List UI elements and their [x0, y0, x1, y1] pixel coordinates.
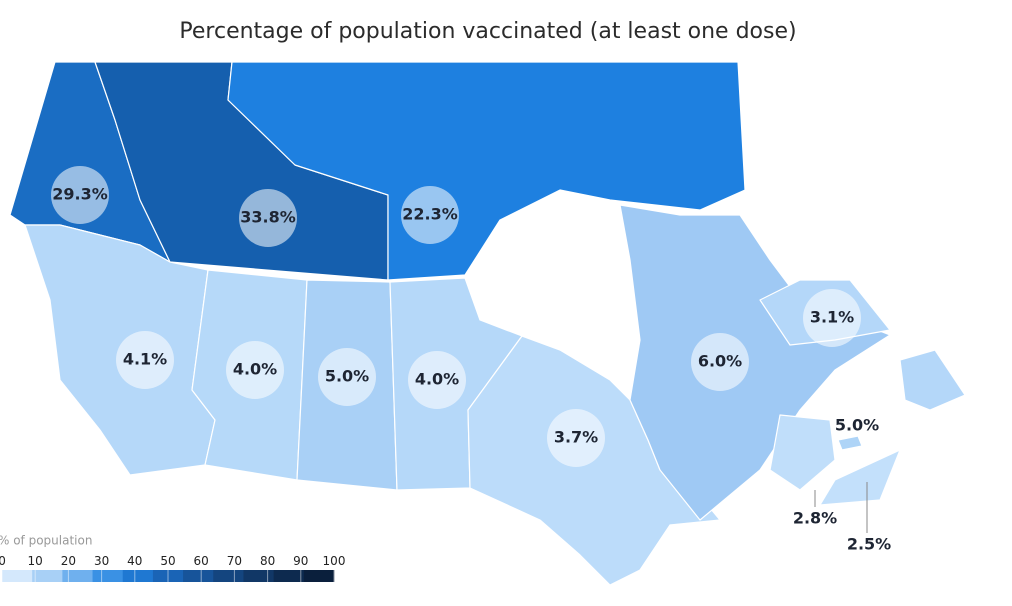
region: 29.3%	[9, 61, 171, 263]
region-shape	[769, 414, 836, 491]
region: 2.5%	[819, 449, 901, 554]
label-bubble	[239, 189, 297, 247]
region: 5.0%	[835, 416, 879, 451]
legend-swatch	[32, 570, 63, 582]
label-bubble	[116, 331, 174, 389]
region: 4.0%	[191, 269, 308, 481]
label-bubble	[408, 351, 466, 409]
legend-swatch	[92, 570, 124, 582]
value-label: 22.3%	[402, 205, 458, 224]
region: 5.0%	[296, 279, 398, 491]
region: 33.8%	[94, 61, 389, 281]
value-label: 4.0%	[233, 360, 277, 379]
label-bubble	[318, 348, 376, 406]
region-shape	[227, 61, 746, 281]
region-shape	[819, 449, 901, 506]
region-shape	[837, 435, 863, 451]
value-label: 2.5%	[847, 535, 891, 554]
region: 3.7%	[467, 335, 721, 586]
value-label: 4.1%	[123, 350, 167, 369]
value-label: 33.8%	[240, 208, 296, 227]
legend-tick-label: 40	[127, 554, 142, 568]
map-title: Percentage of population vaccinated (at …	[179, 19, 796, 44]
legend: 0 10 20 30 40 50 60 70 80 90 100	[0, 554, 345, 582]
legend-swatch	[62, 570, 94, 582]
legend-swatch	[303, 570, 335, 582]
value-label: 4.0%	[415, 370, 459, 389]
legend-tick-label: 30	[94, 554, 109, 568]
legend-swatch	[243, 570, 275, 582]
label-bubble	[226, 341, 284, 399]
legend-swatch	[213, 570, 244, 582]
legend-tick-label: 60	[194, 554, 209, 568]
region: 3.1%	[759, 279, 966, 411]
legend-tick-label: 90	[293, 554, 308, 568]
legend-tick-label: 10	[28, 554, 43, 568]
region: 6.0%	[619, 204, 891, 521]
legend-tick-label: 0	[0, 554, 6, 568]
legend-tick-label: 100	[323, 554, 346, 568]
legend-tick-label: 50	[160, 554, 175, 568]
legend-tick-label: 80	[260, 554, 275, 568]
label-bubble	[547, 409, 605, 467]
value-label: 5.0%	[835, 416, 879, 435]
value-label: 3.1%	[810, 308, 854, 327]
label-bubble	[803, 289, 861, 347]
value-label: 6.0%	[698, 352, 742, 371]
legend-swatch	[183, 570, 214, 582]
value-label: 29.3%	[52, 185, 108, 204]
region: 22.3%	[227, 61, 746, 281]
regions: 29.3% 33.8% 22.3% 4.1% 4.0% 5.0% 4.0% 3.…	[9, 61, 966, 586]
value-label: 3.7%	[554, 428, 598, 447]
legend-title: % of population	[0, 534, 92, 548]
legend-swatch	[273, 570, 305, 582]
value-label: 2.8%	[793, 509, 837, 528]
legend-tick-label: 20	[61, 554, 76, 568]
legend-swatch	[122, 570, 154, 582]
region: 2.8%	[769, 414, 837, 528]
region: 4.1%	[24, 224, 216, 476]
region: 4.0%	[389, 277, 523, 491]
legend-swatch	[2, 570, 33, 582]
value-label: 5.0%	[325, 367, 369, 386]
region-shape	[899, 349, 966, 411]
legend-tick-label: 70	[227, 554, 242, 568]
label-bubble	[691, 333, 749, 391]
label-bubble	[401, 186, 459, 244]
label-bubble	[51, 166, 109, 224]
